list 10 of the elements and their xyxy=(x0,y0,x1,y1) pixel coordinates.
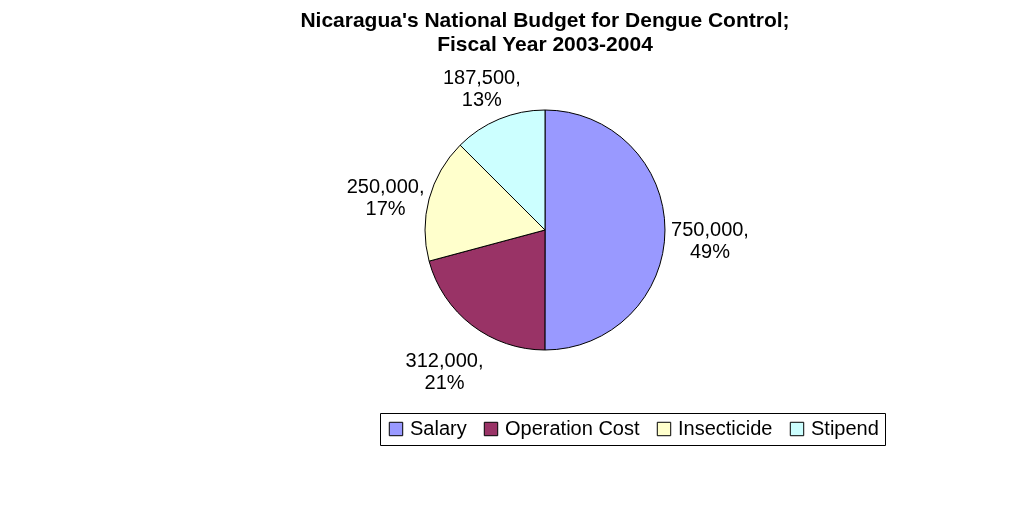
data-label: 750,000, 49% xyxy=(671,218,749,263)
legend-label: Insecticide xyxy=(678,417,773,439)
data-label: 187,500, 13% xyxy=(442,65,521,110)
legend-label: Operation Cost xyxy=(505,417,640,439)
legend-label: Stipend xyxy=(811,417,879,439)
data-label: 250,000, 17% xyxy=(346,175,425,220)
chart-title: Nicaragua's National Budget for Dengue Control; xyxy=(300,8,790,31)
legend-label: Salary xyxy=(410,417,467,439)
chart-subtitle: Fiscal Year 2003-2004 xyxy=(437,32,654,55)
data-label: 312,000, 21% xyxy=(405,348,484,393)
